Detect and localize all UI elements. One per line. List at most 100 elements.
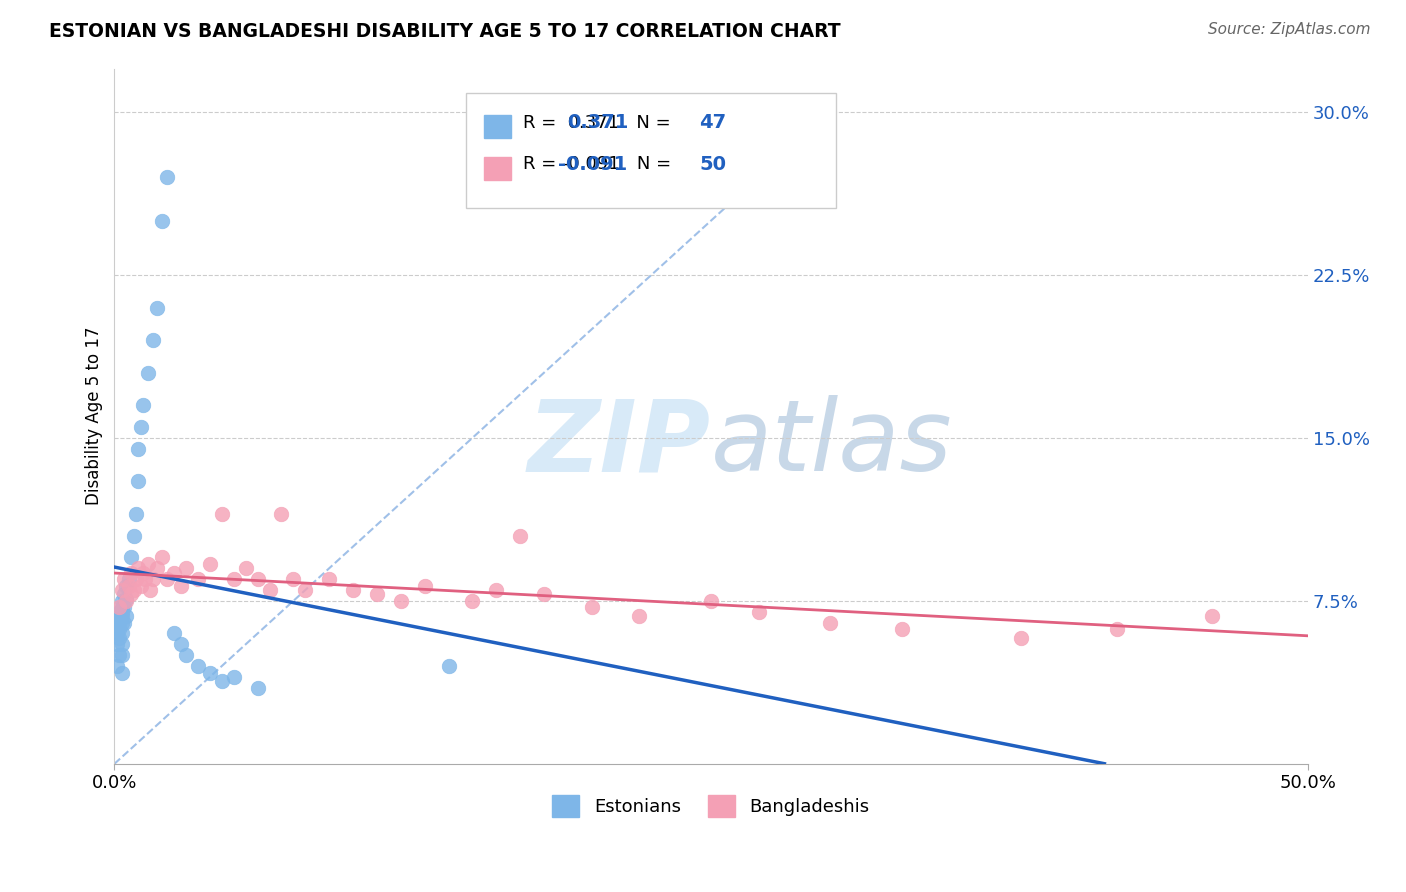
Point [163,626,186,640]
Point [112,600,135,615]
Text: -0.091: -0.091 [558,155,627,174]
Point [820,615,842,630]
Point [413,579,436,593]
Point [136,557,159,571]
Point [156,170,179,185]
Point [150,213,173,227]
Point [270,507,292,521]
Point [125,572,148,586]
Bar [484,115,510,138]
Text: 0.371: 0.371 [567,113,628,132]
Point [748,605,770,619]
Point [122,529,145,543]
Point [259,582,281,597]
Text: 50: 50 [699,155,725,174]
Text: R =  0.371   N =: R = 0.371 N = [523,114,676,132]
Point [110,615,132,630]
Bar [484,157,510,180]
Point [118,572,141,586]
Point [533,587,555,601]
Point [112,587,135,601]
Point [198,557,221,571]
Point [105,615,128,630]
Point [170,637,193,651]
Point [246,681,269,695]
Point [120,550,142,565]
Point [163,566,186,580]
Point [132,398,155,412]
FancyBboxPatch shape [467,93,837,208]
Point [134,572,156,586]
Point [318,572,340,586]
Point [108,605,131,619]
Point [174,561,197,575]
Point [112,572,135,586]
Point [115,609,138,624]
Text: Source: ZipAtlas.com: Source: ZipAtlas.com [1208,22,1371,37]
Point [122,582,145,597]
Point [108,648,131,663]
Point [112,615,135,630]
Point [246,572,269,586]
Text: R = -0.091   N =: R = -0.091 N = [523,155,676,173]
Text: atlas: atlas [711,395,953,492]
Point [211,507,233,521]
Point [129,420,152,434]
Point [437,659,460,673]
Text: 47: 47 [699,113,727,132]
Point [115,594,138,608]
Point [222,572,245,586]
Point [115,579,138,593]
Y-axis label: Disability Age 5 to 17: Disability Age 5 to 17 [86,327,103,506]
Point [105,637,128,651]
Point [235,561,257,575]
Point [198,665,221,680]
Point [110,605,132,619]
Point [150,550,173,565]
Point [628,609,651,624]
Text: ESTONIAN VS BANGLADESHI DISABILITY AGE 5 TO 17 CORRELATION CHART: ESTONIAN VS BANGLADESHI DISABILITY AGE 5… [49,22,841,41]
Point [105,659,128,673]
Point [294,582,316,597]
Point [891,622,914,636]
Point [120,566,142,580]
Point [115,591,138,606]
Point [1010,631,1032,645]
Point [485,582,508,597]
Point [509,529,531,543]
Point [110,665,132,680]
Point [118,579,141,593]
Point [187,659,209,673]
Point [156,572,179,586]
Point [1201,609,1223,624]
Point [110,637,132,651]
Point [187,572,209,586]
Point [174,648,197,663]
Point [170,579,193,593]
Text: ZIP: ZIP [529,395,711,492]
Point [211,674,233,689]
Point [142,333,165,347]
Point [110,594,132,608]
Point [110,609,132,624]
Point [129,579,152,593]
Point [389,594,412,608]
Point [108,622,131,636]
Point [110,648,132,663]
Point [120,587,142,601]
Point [222,670,245,684]
Point [142,572,165,586]
Point [139,582,162,597]
Point [110,626,132,640]
Point [700,594,723,608]
Point [110,582,132,597]
Point [146,561,169,575]
Point [283,572,305,586]
Point [136,366,159,380]
Point [132,566,155,580]
Point [342,582,364,597]
Point [127,442,149,456]
Point [1105,622,1128,636]
Point [105,626,128,640]
Point [127,475,149,489]
